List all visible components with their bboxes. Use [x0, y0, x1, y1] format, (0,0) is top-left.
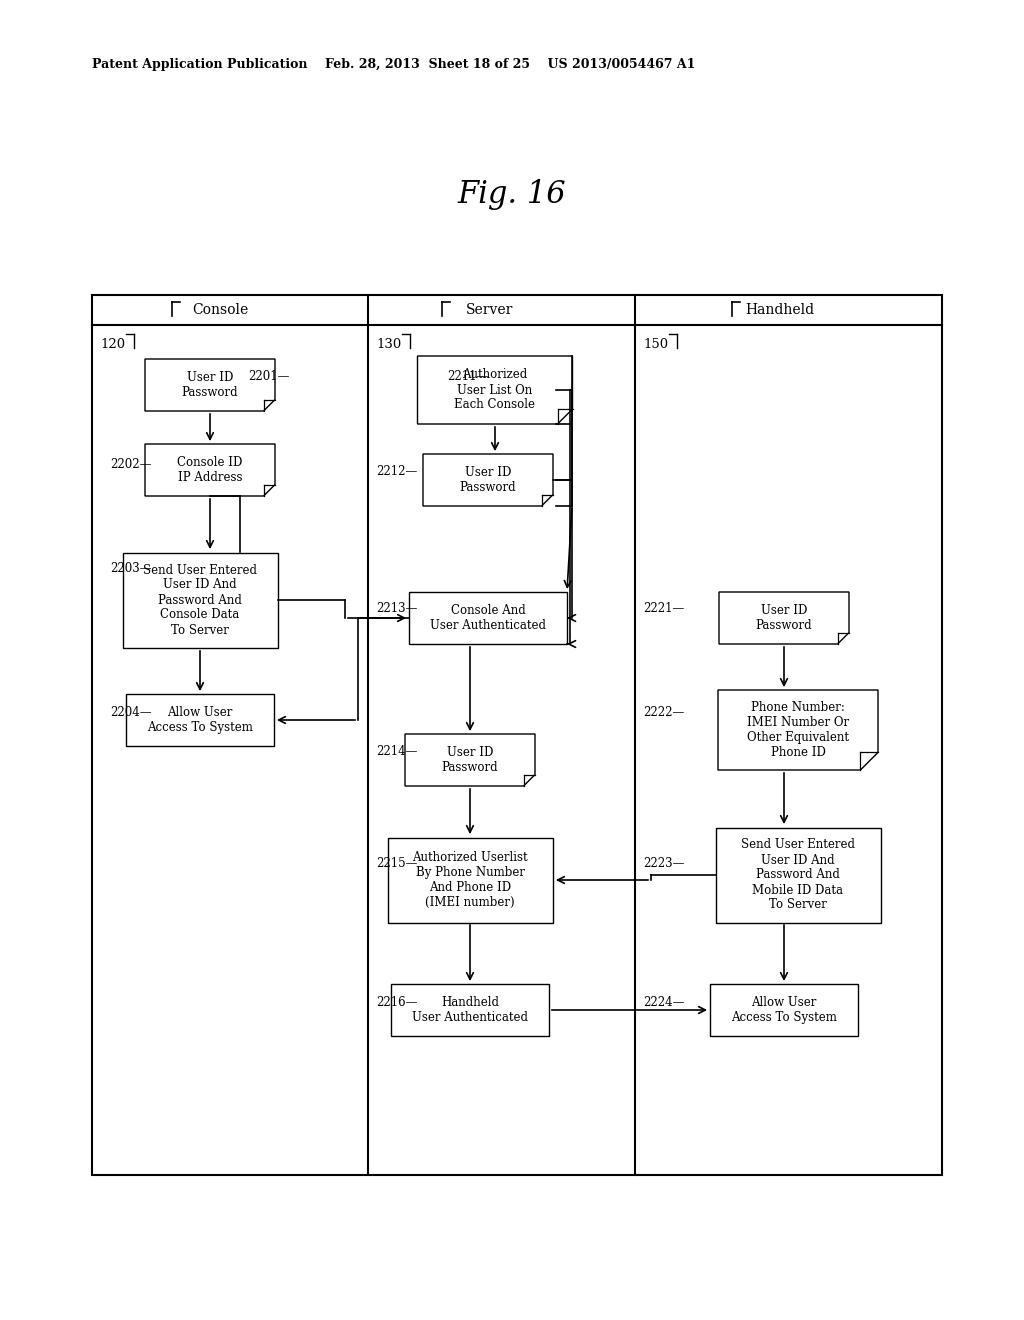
- Text: Handheld: Handheld: [745, 304, 814, 317]
- Bar: [123, 553, 278, 648]
- Polygon shape: [418, 356, 572, 424]
- Text: User ID
Password: User ID Password: [460, 466, 516, 494]
- Polygon shape: [423, 454, 553, 506]
- Text: 2211—: 2211—: [447, 370, 488, 383]
- Text: Console And
User Authenticated: Console And User Authenticated: [430, 605, 546, 632]
- Text: 2222—: 2222—: [643, 706, 684, 719]
- Text: 2212—: 2212—: [376, 465, 417, 478]
- Text: User ID
Password: User ID Password: [756, 605, 812, 632]
- Text: 2215—: 2215—: [376, 857, 418, 870]
- Text: 2203—: 2203—: [110, 562, 152, 576]
- Bar: [716, 828, 881, 923]
- Text: 150: 150: [643, 338, 668, 351]
- Text: 2213—: 2213—: [376, 602, 418, 615]
- Text: 2221—: 2221—: [643, 602, 684, 615]
- Bar: [391, 983, 549, 1036]
- Text: 2204—: 2204—: [110, 706, 152, 719]
- Text: Authorized Userlist
By Phone Number
And Phone ID
(IMEI number): Authorized Userlist By Phone Number And …: [413, 851, 527, 909]
- Text: Allow User
Access To System: Allow User Access To System: [147, 706, 253, 734]
- Text: 2201—: 2201—: [248, 370, 290, 383]
- Text: User ID
Password: User ID Password: [181, 371, 239, 399]
- Polygon shape: [145, 359, 275, 411]
- Text: Phone Number:
IMEI Number Or
Other Equivalent
Phone ID: Phone Number: IMEI Number Or Other Equiv…: [746, 701, 849, 759]
- Text: 130: 130: [376, 338, 401, 351]
- Polygon shape: [406, 734, 535, 785]
- Text: Patent Application Publication    Feb. 28, 2013  Sheet 18 of 25    US 2013/00544: Patent Application Publication Feb. 28, …: [92, 58, 695, 71]
- Bar: [409, 591, 567, 644]
- Bar: [387, 837, 553, 923]
- Text: 2216—: 2216—: [376, 997, 418, 1008]
- Text: Fig. 16: Fig. 16: [458, 180, 566, 210]
- Text: Send User Entered
User ID And
Password And
Mobile ID Data
To Server: Send User Entered User ID And Password A…: [741, 838, 855, 912]
- Text: Server: Server: [466, 304, 514, 317]
- Bar: [92, 294, 942, 1175]
- Text: User ID
Password: User ID Password: [441, 746, 499, 774]
- Text: 2214—: 2214—: [376, 744, 418, 758]
- Text: 120: 120: [100, 338, 125, 351]
- Text: Console: Console: [191, 304, 248, 317]
- Text: 2223—: 2223—: [643, 857, 684, 870]
- Polygon shape: [719, 591, 849, 644]
- Text: Console ID
IP Address: Console ID IP Address: [177, 455, 243, 484]
- Text: 2224—: 2224—: [643, 997, 684, 1008]
- Bar: [710, 983, 858, 1036]
- Text: Send User Entered
User ID And
Password And
Console Data
To Server: Send User Entered User ID And Password A…: [143, 564, 257, 636]
- Text: Allow User
Access To System: Allow User Access To System: [731, 997, 837, 1024]
- Polygon shape: [718, 690, 878, 770]
- Text: Handheld
User Authenticated: Handheld User Authenticated: [412, 997, 528, 1024]
- Polygon shape: [145, 444, 275, 496]
- Bar: [126, 694, 274, 746]
- Text: 2202—: 2202—: [110, 458, 152, 471]
- Text: Authorized
User List On
Each Console: Authorized User List On Each Console: [455, 368, 536, 412]
